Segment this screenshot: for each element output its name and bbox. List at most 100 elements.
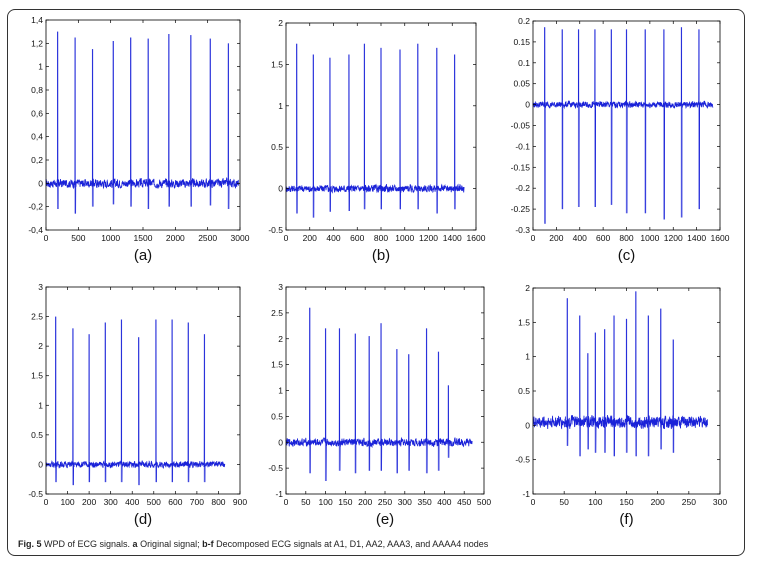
x-tick-label: 1200: [419, 233, 438, 243]
x-tick-label: 400: [125, 497, 139, 507]
y-tick-label: 1,2: [31, 38, 43, 48]
y-tick-label: 0,8: [31, 85, 43, 95]
y-tick-label: -0.1: [515, 141, 530, 151]
x-tick-label: 50: [301, 497, 311, 507]
x-tick-label: 1400: [443, 233, 462, 243]
y-tick-label: 1,4: [31, 15, 43, 25]
y-tick-label: 0.5: [518, 386, 530, 396]
x-tick-label: 500: [71, 233, 85, 243]
y-tick-label: -0,4: [28, 225, 43, 235]
x-tick-label: 2500: [198, 233, 217, 243]
x-tick-label: 200: [303, 233, 317, 243]
x-tick-label: 0: [44, 233, 49, 243]
x-tick-label: 600: [596, 233, 610, 243]
x-tick-label: 250: [378, 497, 392, 507]
y-tick-label: 0.5: [271, 411, 283, 421]
subplot-e: 0 50 100 150 200 250 300 350 400 450 500 -1 -0.5 0 0.5…: [268, 282, 491, 528]
axes-box: [45, 286, 241, 495]
y-tick-label: -0.5: [28, 489, 43, 499]
x-tick-label: 450: [457, 497, 471, 507]
x-tick-label: 300: [713, 497, 727, 507]
y-tick-label: 2.5: [31, 312, 43, 322]
y-tick-label: -0.15: [511, 162, 531, 172]
caption-fig-label: Fig. 5: [18, 539, 42, 549]
x-tick-label: 1400: [687, 233, 706, 243]
x-tick-label: 300: [398, 497, 412, 507]
x-tick-label: 200: [358, 497, 372, 507]
x-tick-label: 800: [374, 233, 388, 243]
panel-label: (d): [134, 511, 152, 528]
y-tick-label: 0: [278, 437, 283, 447]
signal-trace: [285, 307, 473, 482]
x-tick-label: 150: [619, 497, 633, 507]
panel-label: (e): [376, 511, 394, 528]
x-tick-label: 200: [651, 497, 665, 507]
x-tick-label: 2000: [166, 233, 185, 243]
y-tick-label: 2.5: [271, 308, 283, 318]
y-tick-label: 0.1: [518, 58, 530, 68]
x-tick-label: 800: [619, 233, 633, 243]
caption-bold-a: a: [132, 539, 138, 549]
y-tick-label: -1: [522, 489, 530, 499]
y-tick-label: 0.15: [513, 37, 530, 47]
x-tick-label: 500: [147, 497, 161, 507]
y-tick-label: -0.5: [268, 225, 283, 235]
caption-bold-bf: b-f: [202, 539, 214, 549]
y-tick-label: 0: [278, 184, 283, 194]
y-tick-label: 0: [525, 100, 530, 110]
y-tick-label: 2: [278, 18, 283, 28]
x-tick-label: 200: [549, 233, 563, 243]
signal-trace: [532, 291, 708, 457]
y-tick-label: 1.5: [518, 317, 530, 327]
x-tick-label: 1600: [711, 233, 730, 243]
y-tick-label: -0,2: [28, 202, 43, 212]
y-tick-label: -1: [275, 489, 283, 499]
signal-trace: [285, 43, 465, 218]
x-tick-label: 1500: [134, 233, 153, 243]
x-tick-label: 0: [44, 497, 49, 507]
x-tick-label: 600: [168, 497, 182, 507]
x-tick-label: 1000: [101, 233, 120, 243]
panel-label: (b): [372, 247, 390, 264]
y-tick-label: 1.5: [31, 371, 43, 381]
y-tick-label: 2: [525, 283, 530, 293]
subplot-a: 0 500 1000 1500 2000 2500 3000 -0,4 -0,2 0 0,2 0,4 0…: [28, 15, 249, 264]
x-tick-label: 50: [559, 497, 569, 507]
y-tick-label: 1: [38, 62, 43, 72]
x-tick-label: 200: [82, 497, 96, 507]
y-tick-label: -0.25: [511, 204, 531, 214]
x-tick-label: 100: [588, 497, 602, 507]
x-tick-label: 400: [326, 233, 340, 243]
caption-text-1: WPD of ECG signals.: [41, 539, 133, 549]
y-tick-label: -0.3: [515, 225, 530, 235]
x-tick-label: 400: [437, 497, 451, 507]
y-tick-label: -0.5: [515, 455, 530, 465]
x-tick-label: 400: [573, 233, 587, 243]
x-tick-label: 100: [60, 497, 74, 507]
y-tick-label: -0.2: [515, 183, 530, 193]
x-tick-label: 1000: [395, 233, 414, 243]
panel-label: (c): [618, 247, 636, 264]
x-tick-label: 1200: [664, 233, 683, 243]
x-tick-label: 0: [284, 497, 289, 507]
x-tick-label: 350: [418, 497, 432, 507]
y-tick-label: 0.5: [271, 142, 283, 152]
x-tick-label: 900: [233, 497, 247, 507]
x-tick-label: 0: [284, 233, 289, 243]
y-tick-label: 1: [525, 352, 530, 362]
x-tick-label: 600: [350, 233, 364, 243]
x-tick-label: 700: [190, 497, 204, 507]
y-tick-label: 0,6: [31, 108, 43, 118]
x-tick-label: 150: [338, 497, 352, 507]
y-tick-label: 3: [278, 282, 283, 292]
x-tick-label: 800: [211, 497, 225, 507]
y-tick-label: 2: [38, 341, 43, 351]
y-tick-label: 0.2: [518, 16, 530, 26]
y-tick-label: 2: [278, 334, 283, 344]
y-tick-label: 1: [278, 101, 283, 111]
y-tick-label: 0.5: [31, 430, 43, 440]
x-tick-label: 0: [531, 497, 536, 507]
x-tick-label: 0: [531, 233, 536, 243]
subplot-c: 0 200 400 600 800 1000 1200 1400 1600 -0.3 -0.25 -0…: [511, 16, 730, 264]
